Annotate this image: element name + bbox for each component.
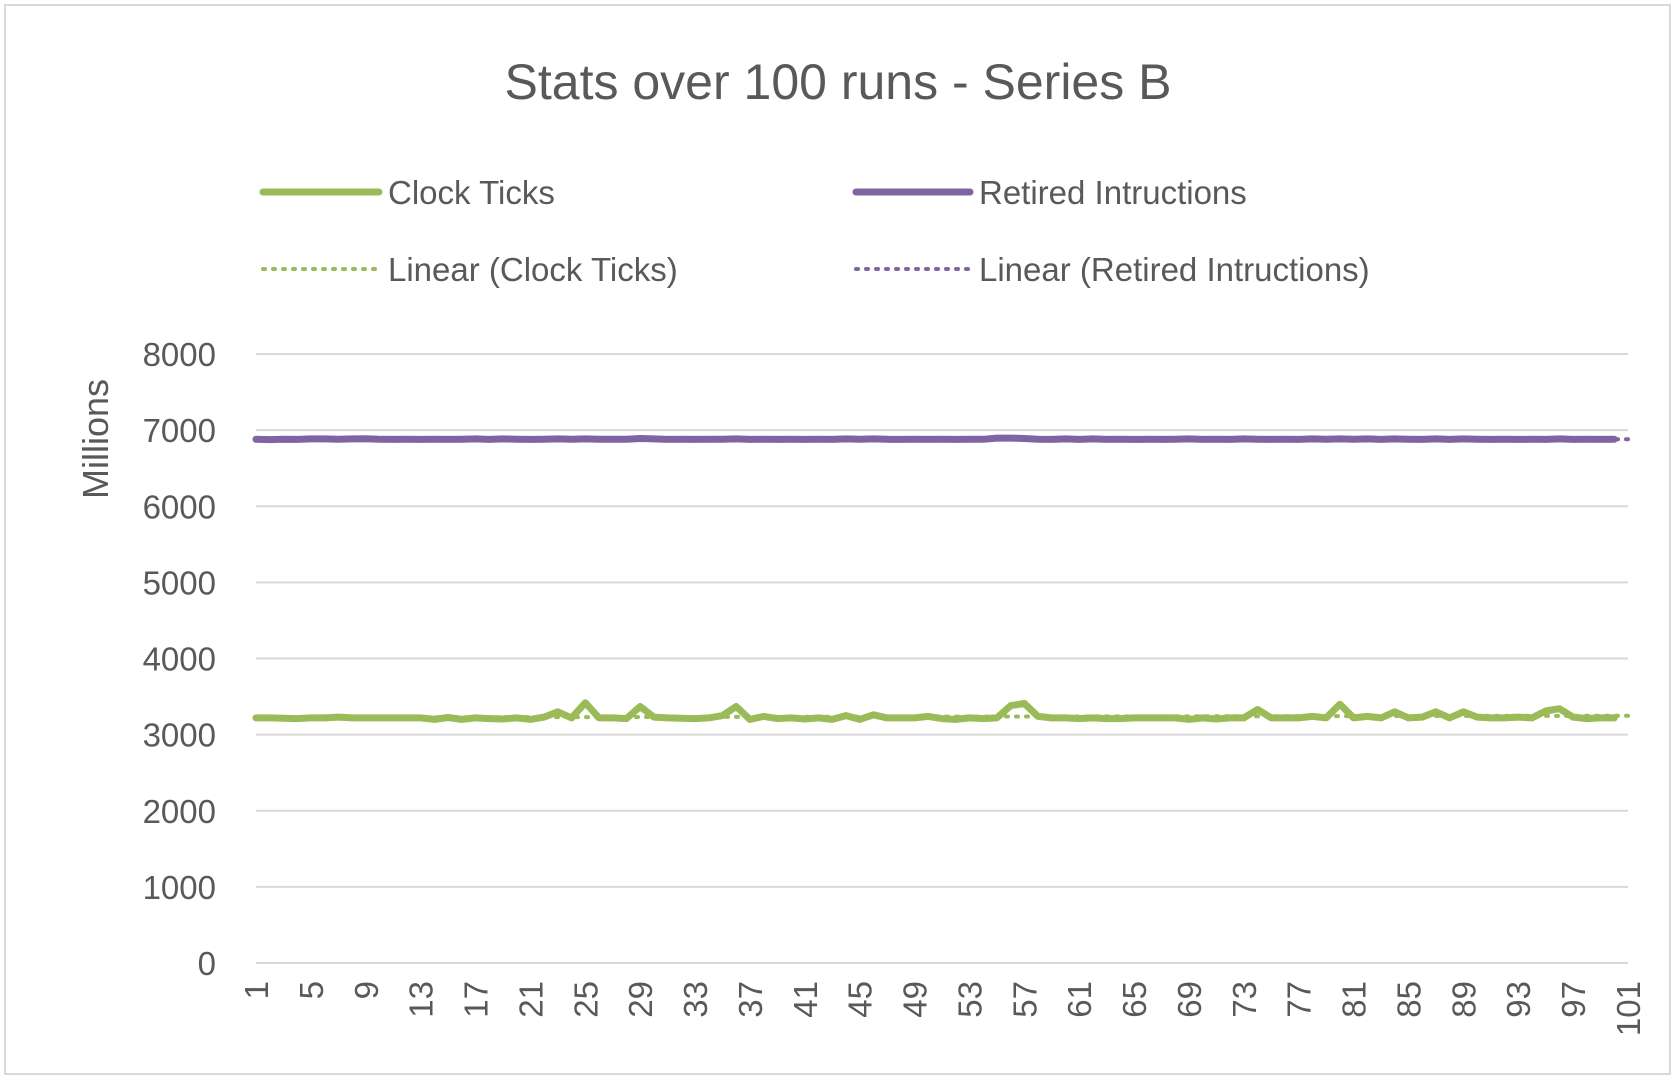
x-tick-label: 69 — [1171, 981, 1208, 1018]
x-tick-label: 21 — [512, 981, 549, 1018]
legend-label-clock-ticks: Clock Ticks — [388, 174, 555, 211]
y-tick-label: 4000 — [143, 641, 216, 678]
y-tick-label: 8000 — [143, 336, 216, 373]
legend-item-linear-clock-ticks[interactable]: Linear (Clock Ticks) — [261, 251, 678, 288]
x-tick-label: 53 — [951, 981, 988, 1018]
x-tick-label: 37 — [732, 981, 769, 1018]
y-tick-label: 0 — [198, 945, 216, 982]
series-line-retired-intructions — [252, 434, 1618, 444]
y-tick-label: 6000 — [143, 488, 216, 525]
x-tick-label: 9 — [348, 981, 385, 999]
x-tick-label: 77 — [1281, 981, 1318, 1018]
chart-svg: Stats over 100 runs - Series B Clock Tic… — [75, 54, 1647, 1036]
x-tick-label: 65 — [1116, 981, 1153, 1018]
legend: Clock Ticks Retired Intructions Linear (… — [259, 174, 1370, 288]
x-tick-label: 25 — [567, 981, 604, 1018]
x-tick-label: 61 — [1061, 981, 1098, 1018]
trendlines — [254, 437, 1630, 720]
x-tick-label: 81 — [1336, 981, 1373, 1018]
x-tick-label: 13 — [403, 981, 440, 1018]
y-tick-label: 1000 — [143, 869, 216, 906]
series-lines — [252, 434, 1618, 723]
x-tick-label: 85 — [1390, 981, 1427, 1018]
y-tick-label: 7000 — [143, 412, 216, 449]
y-tick-labels: 0 1000 2000 3000 4000 5000 6000 7000 8000 — [143, 336, 216, 982]
y-tick-label: 3000 — [143, 717, 216, 754]
legend-item-linear-retired-instructions[interactable]: Linear (Retired Intructions) — [854, 251, 1370, 288]
x-tick-label: 5 — [293, 981, 330, 999]
x-tick-label: 93 — [1500, 981, 1537, 1018]
x-tick-label: 17 — [458, 981, 495, 1018]
x-tick-label: 29 — [622, 981, 659, 1018]
x-tick-label: 73 — [1226, 981, 1263, 1018]
x-tick-label: 57 — [1006, 981, 1043, 1018]
y-axis-label: Millions — [75, 379, 116, 499]
legend-label-linear-retired-instructions: Linear (Retired Intructions) — [979, 251, 1370, 288]
legend-label-retired-instructions: Retired Intructions — [979, 174, 1247, 211]
x-tick-labels: 1 5 9 13 17 21 25 29 33 37 41 45 49 53 57 61 65 69 73 77 81 8… — [238, 981, 1647, 1036]
x-tick-label: 1 — [238, 981, 275, 999]
x-tick-label: 49 — [897, 981, 934, 1018]
x-tick-label: 89 — [1445, 981, 1482, 1018]
gridlines — [256, 353, 1628, 964]
x-tick-label: 97 — [1555, 981, 1592, 1018]
chart-area: Stats over 100 runs - Series B Clock Tic… — [4, 4, 1671, 1075]
y-tick-label: 5000 — [143, 564, 216, 601]
legend-item-clock-ticks[interactable]: Clock Ticks — [259, 174, 555, 211]
x-tick-label: 45 — [842, 981, 879, 1018]
legend-item-retired-instructions[interactable]: Retired Intructions — [852, 174, 1247, 211]
x-tick-label: 101 — [1610, 981, 1647, 1036]
legend-label-linear-clock-ticks: Linear (Clock Ticks) — [388, 251, 678, 288]
y-tick-label: 2000 — [143, 793, 216, 830]
x-tick-label: 41 — [787, 981, 824, 1018]
series-line-clock-ticks — [252, 699, 1618, 723]
x-tick-label: 33 — [677, 981, 714, 1018]
chart-title: Stats over 100 runs - Series B — [505, 54, 1172, 110]
